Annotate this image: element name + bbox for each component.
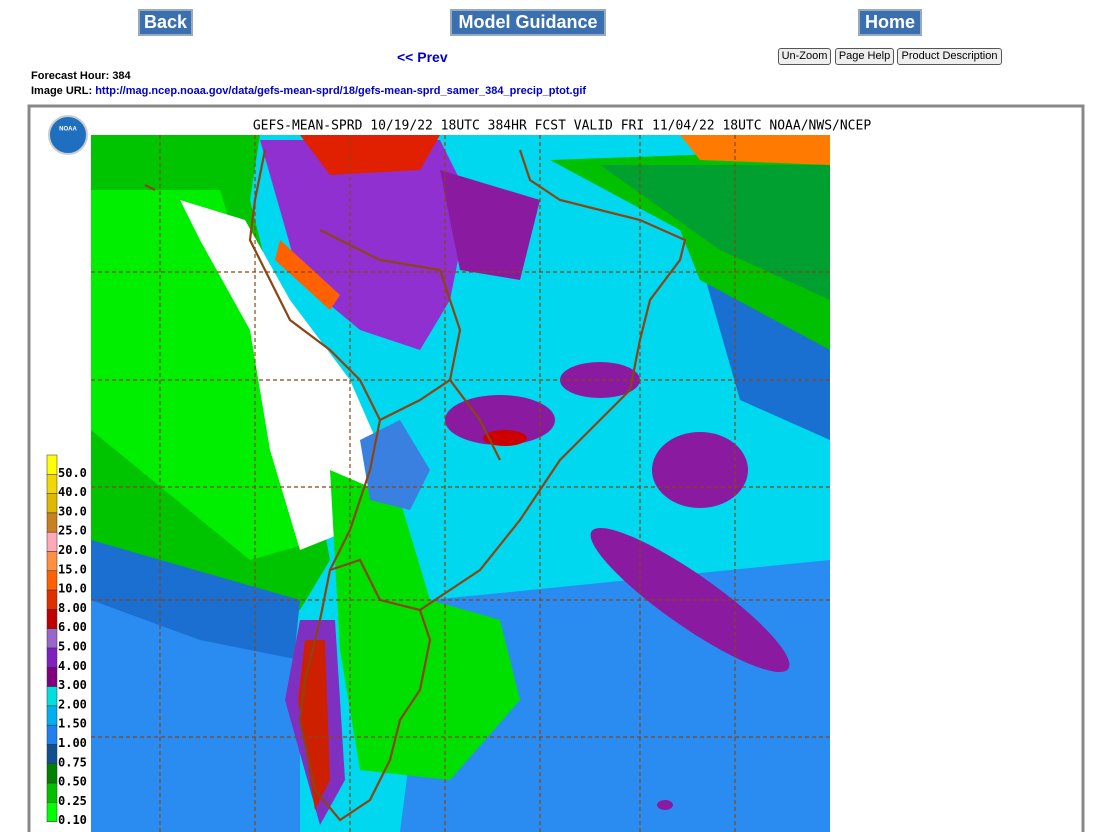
legend-label: 1.50 [58,717,87,731]
legend-swatch [46,454,58,475]
legend-swatch [46,782,58,803]
back-button[interactable]: Back [138,9,193,36]
legend-swatch [46,667,58,687]
prev-link[interactable]: << Prev [397,49,448,65]
page-help-button[interactable]: Page Help [835,48,894,65]
legend-swatch [46,493,58,514]
legend-swatch [46,744,58,765]
legend-label: 30.0 [58,504,87,518]
legend-swatch [46,512,58,533]
legend-label: 4.00 [58,659,87,673]
image-url: Image URL: http://mag.ncep.noaa.gov/data… [31,85,586,97]
legend-swatch [46,589,58,610]
legend-swatch [46,628,58,649]
map-title: GEFS-MEAN-SPRD 10/19/22 18UTC 384HR FCST… [253,119,871,134]
borders [319,229,501,612]
legend-swatch [46,763,58,784]
legend-label: 0.75 [58,755,87,769]
legend-label: 25.0 [58,524,87,538]
legend-label: 0.50 [58,775,87,789]
label: Forecast Hour: [31,70,110,82]
forecast-hour: Forecast Hour: 384 [31,70,131,82]
legend-label: 10.0 [58,582,87,596]
noaa-logo [48,115,88,155]
legend-swatch [46,609,58,629]
legend-label: 8.00 [58,601,87,615]
legend-label: 0.10 [58,813,87,827]
legend-label: 20.0 [58,543,87,557]
home-button[interactable]: Home [858,9,922,36]
legend-label: 50.0 [58,466,87,480]
legend-swatch [46,551,58,572]
unzoom-button[interactable]: Un-Zoom [778,48,831,65]
label: Image URL: [31,85,93,97]
legend-swatch [46,474,58,494]
legend-swatch [46,802,58,822]
color-legend: 50.0 40.0 30.0 25.0 20.0 15.0 10.0 8.00 6.00 5.00… [46,454,87,827]
legend-label: 6.00 [58,620,87,634]
legend-label: 2.00 [58,697,87,711]
coastline [144,149,687,822]
image-url-link[interactable]: http://mag.ncep.noaa.gov/data/gefs-mean-… [95,85,587,97]
legend-label: 40.0 [58,485,87,499]
value: 384 [112,70,131,82]
model-guidance-button[interactable]: Model Guidance [450,9,606,36]
legend-label: 1.00 [58,736,87,750]
legend-swatch [46,570,58,591]
legend-label: 5.00 [58,640,87,654]
legend-label: 15.0 [58,562,87,576]
legend-swatch [46,705,58,726]
logo-text: NOAA [59,127,77,133]
legend-swatch [46,724,58,745]
legend-swatch [46,531,58,552]
legend-swatch [46,686,58,707]
legend-label: 0.25 [58,794,87,808]
product-description-button[interactable]: Product Description [897,48,1002,65]
map-field [91,135,830,832]
legend-swatch [46,647,58,668]
legend-label: 3.00 [58,678,87,692]
